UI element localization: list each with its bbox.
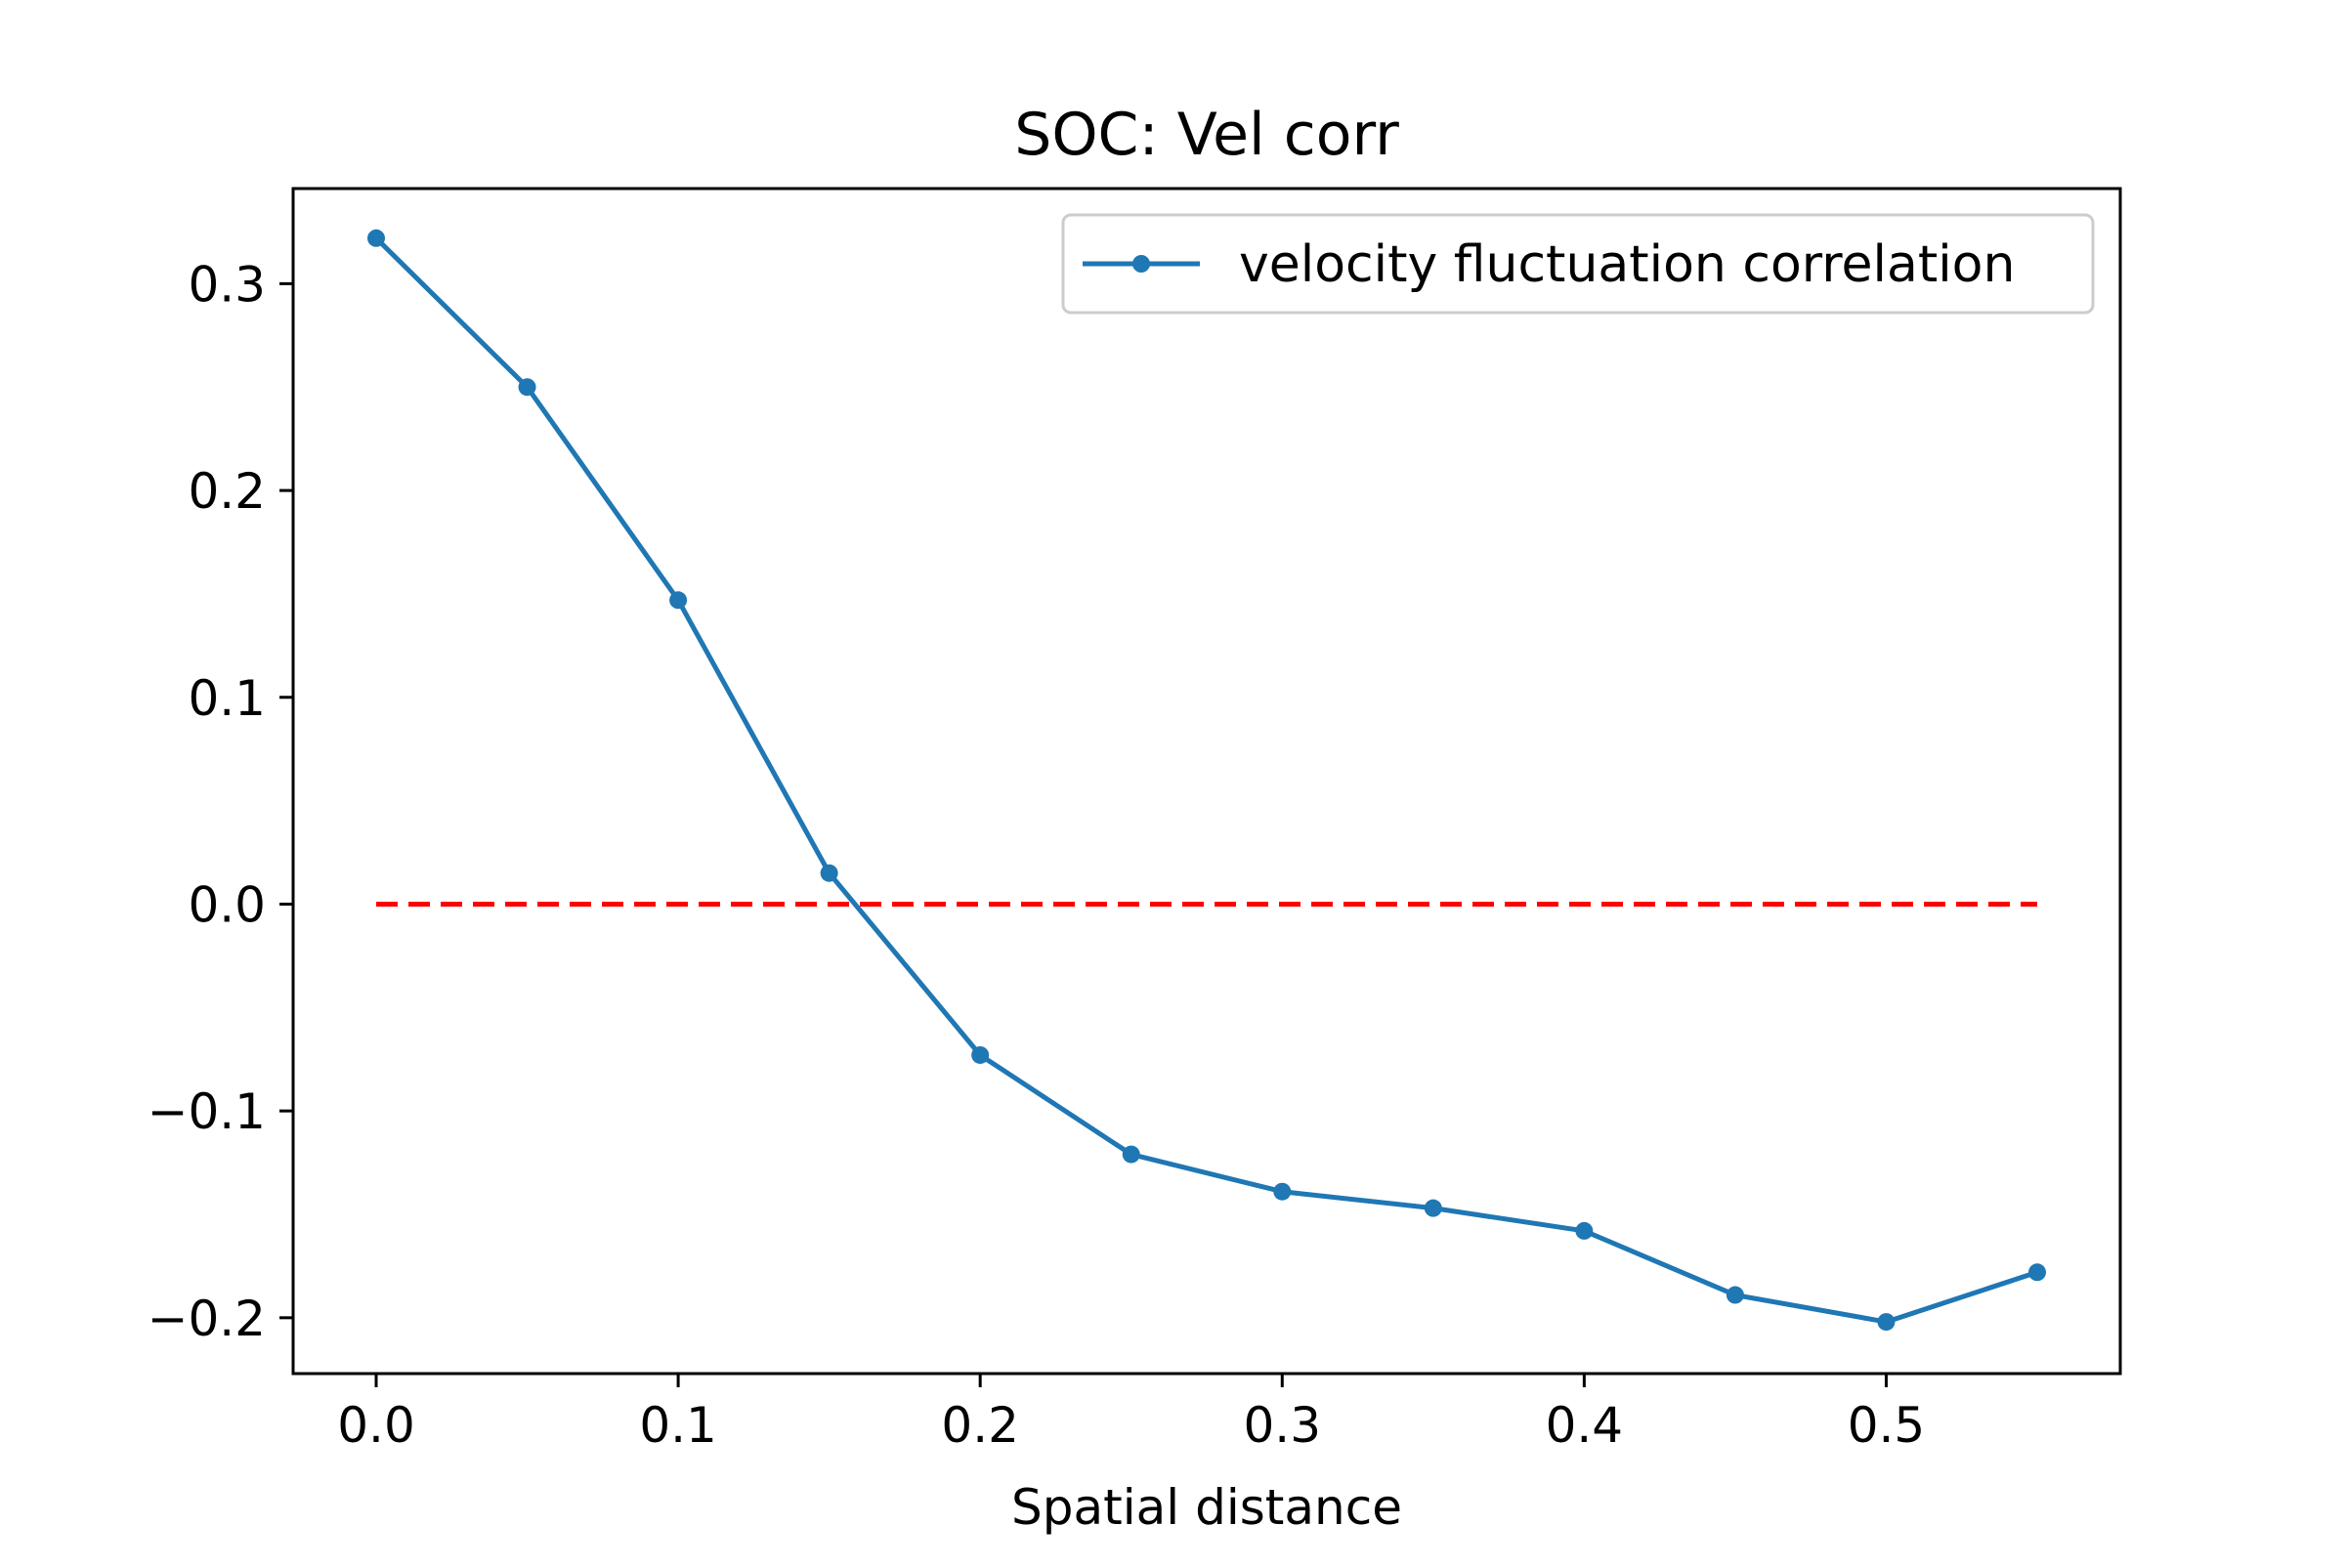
data-point <box>1424 1199 1442 1217</box>
data-point <box>2028 1263 2046 1282</box>
y-tick-label: −0.1 <box>148 1083 266 1140</box>
x-tick-label: 0.1 <box>639 1397 717 1454</box>
legend-label: velocity fluctuation correlation <box>1239 235 2015 294</box>
x-axis-label: Spatial distance <box>1011 1479 1402 1536</box>
chart-title: SOC: Vel corr <box>1014 101 1399 169</box>
legend: velocity fluctuation correlation <box>1061 213 2095 315</box>
x-tick-label: 0.0 <box>337 1397 415 1454</box>
plot-area <box>291 187 2122 1376</box>
legend-marker <box>1132 255 1150 273</box>
data-point <box>367 229 385 247</box>
data-point <box>518 378 536 397</box>
y-axis: −0.2 −0.1 0.0 0.1 0.2 0.3 <box>148 256 293 1347</box>
axes-frame <box>291 187 2122 1376</box>
legend-box <box>1061 213 2095 315</box>
series-line <box>374 236 2038 1325</box>
x-tick-label: 0.4 <box>1546 1397 1624 1454</box>
data-point <box>1575 1221 1594 1240</box>
data-point <box>1726 1286 1744 1304</box>
x-tick-label: 0.5 <box>1848 1397 1926 1454</box>
data-point <box>1122 1145 1140 1164</box>
y-tick-label: 0.0 <box>188 876 266 933</box>
data-point <box>1273 1182 1292 1201</box>
y-tick-label: −0.2 <box>148 1291 266 1347</box>
x-axis: 0.0 0.1 0.2 0.3 0.4 0.5 <box>337 1374 1925 1454</box>
data-point <box>1877 1313 1896 1332</box>
x-tick-label: 0.3 <box>1244 1397 1322 1454</box>
data-point <box>820 864 838 882</box>
y-tick-label: 0.2 <box>188 463 266 520</box>
data-point <box>971 1045 990 1064</box>
x-tick-label: 0.2 <box>941 1397 1019 1454</box>
y-tick-label: 0.1 <box>188 670 266 727</box>
data-point <box>669 591 688 610</box>
y-tick-label: 0.3 <box>188 256 266 313</box>
